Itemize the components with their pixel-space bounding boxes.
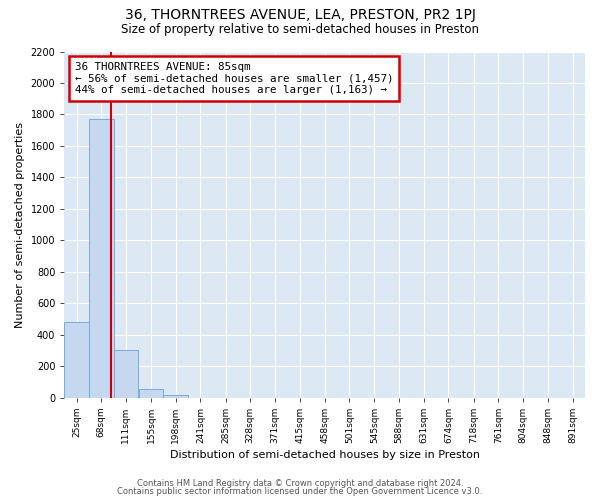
Bar (113, 350, 138, 398)
Text: 36, THORNTREES AVENUE, LEA, PRESTON, PR2 1PJ: 36, THORNTREES AVENUE, LEA, PRESTON, PR2… (125, 8, 475, 22)
Bar (89, 119, 113, 398)
Text: Contains public sector information licensed under the Open Government Licence v3: Contains public sector information licen… (118, 487, 482, 496)
Text: Size of property relative to semi-detached houses in Preston: Size of property relative to semi-detach… (121, 22, 479, 36)
Text: Contains HM Land Registry data © Crown copyright and database right 2024.: Contains HM Land Registry data © Crown c… (137, 478, 463, 488)
Y-axis label: Number of semi-detached properties: Number of semi-detached properties (15, 122, 25, 328)
Bar (163, 396, 188, 398)
Bar (64, 322, 89, 398)
X-axis label: Distribution of semi-detached houses by size in Preston: Distribution of semi-detached houses by … (170, 450, 479, 460)
Bar (139, 389, 163, 398)
Text: 36 THORNTREES AVENUE: 85sqm
← 56% of semi-detached houses are smaller (1,457)
44: 36 THORNTREES AVENUE: 85sqm ← 56% of sem… (75, 62, 393, 95)
